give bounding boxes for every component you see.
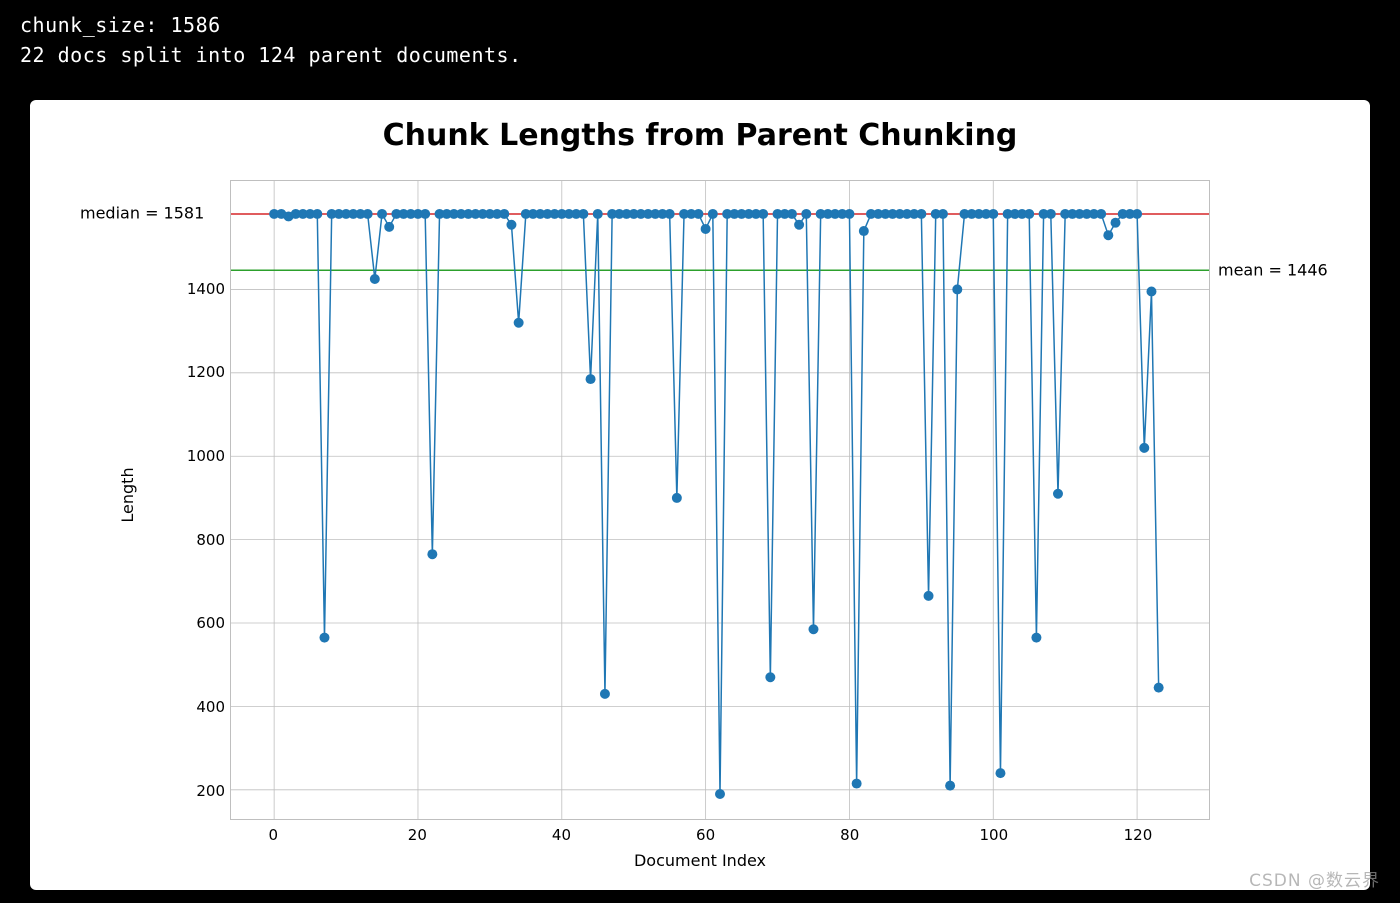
- terminal-line-2: 22 docs split into 124 parent documents.: [20, 40, 1380, 70]
- mean-annotation: mean = 1446: [1218, 260, 1328, 279]
- y-tick: 200: [196, 782, 225, 800]
- plot-area: [230, 180, 1210, 820]
- terminal-line-1: chunk_size: 1586: [20, 10, 1380, 40]
- x-tick: 0: [268, 826, 278, 844]
- y-axis-label: Length: [118, 467, 137, 522]
- x-tick: 40: [552, 826, 571, 844]
- median-annotation: median = 1581: [80, 204, 204, 223]
- y-tick: 1400: [187, 280, 225, 298]
- y-tick: 1200: [187, 363, 225, 381]
- x-tick: 60: [696, 826, 715, 844]
- watermark: CSDN @数云界: [1249, 866, 1380, 891]
- y-tick: 600: [196, 614, 225, 632]
- y-tick: 400: [196, 698, 225, 716]
- terminal-output: chunk_size: 1586 22 docs split into 124 …: [0, 0, 1400, 80]
- x-tick: 100: [979, 826, 1008, 844]
- chart-container: Chunk Lengths from Parent Chunking Lengt…: [30, 100, 1370, 890]
- x-axis-label: Document Index: [634, 851, 766, 870]
- x-tick: 120: [1124, 826, 1153, 844]
- x-tick: 20: [408, 826, 427, 844]
- y-tick: 1000: [187, 447, 225, 465]
- chart-title: Chunk Lengths from Parent Chunking: [40, 110, 1360, 159]
- chart-svg: [230, 180, 1210, 820]
- x-tick: 80: [840, 826, 859, 844]
- y-tick: 800: [196, 531, 225, 549]
